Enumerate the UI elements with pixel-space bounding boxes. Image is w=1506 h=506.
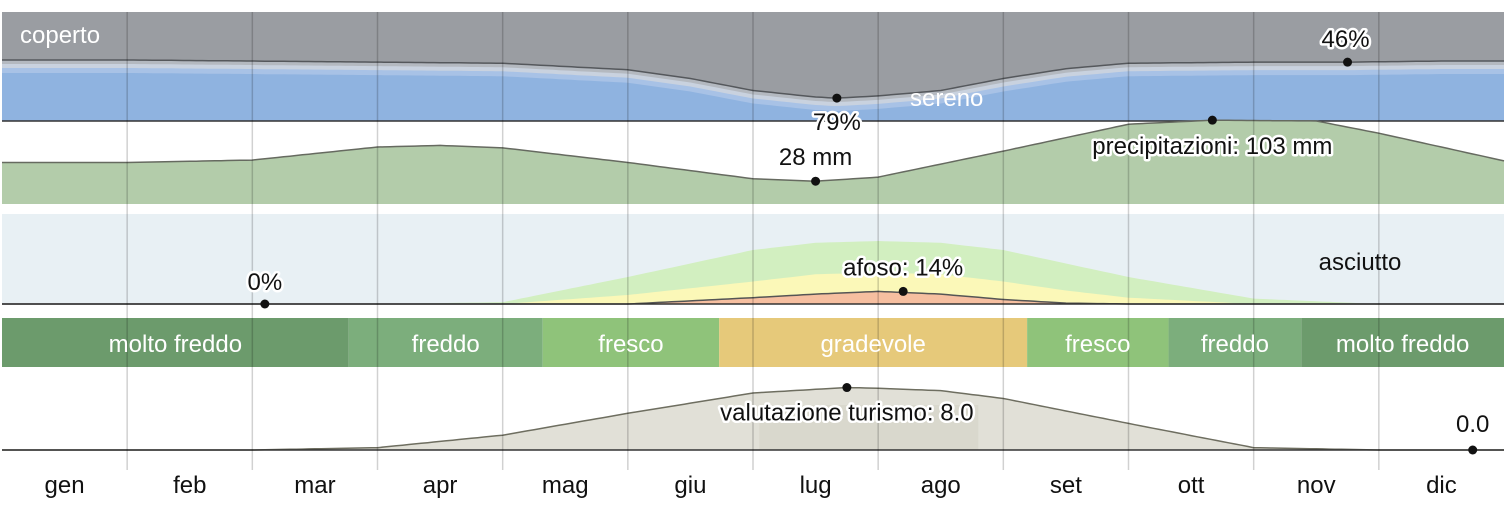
humid-humid-area	[2, 272, 1504, 304]
precip-area	[2, 120, 1504, 204]
tourism-point	[842, 383, 852, 393]
month-label: nov	[1297, 472, 1336, 499]
humid-comfortable-area	[2, 241, 1504, 304]
temp-band	[542, 318, 720, 367]
cloud-cover-panel	[2, 12, 1504, 122]
precip-point	[1207, 115, 1217, 125]
cloud-max-label: 79%	[813, 109, 861, 136]
tourism-score-panel	[2, 383, 1504, 455]
tourism-point	[1468, 445, 1478, 455]
month-gridlines	[126, 12, 1380, 470]
cloud-band	[2, 73, 1504, 121]
humid-max-label: afoso: 14%	[843, 254, 963, 281]
temp-band-label: freddo	[1201, 331, 1269, 358]
month-label: mag	[542, 472, 589, 499]
temp-band-label: fresco	[598, 331, 663, 358]
month-label: giu	[674, 472, 706, 499]
humid-min-label: 0%	[248, 269, 283, 296]
cloud-point	[832, 93, 842, 103]
precip-line	[2, 119, 1505, 182]
temp-band-label: freddo	[412, 331, 480, 358]
tourism-min-label: 0.0	[1456, 411, 1489, 438]
month-label: dic	[1426, 472, 1457, 499]
clear-label: sereno	[910, 85, 983, 112]
month-label: gen	[45, 472, 85, 499]
temperature-bands-panel	[2, 318, 1504, 367]
temp-band	[1301, 318, 1504, 367]
precip-max-label: precipitazioni: 103 mm	[1092, 133, 1332, 160]
month-label: mar	[294, 472, 335, 499]
temp-band-label: gradevole	[820, 331, 925, 358]
month-label: ott	[1178, 472, 1205, 499]
temp-band	[1027, 318, 1169, 367]
cloud-min-label: 46%	[1322, 26, 1370, 53]
overcast-label: coperto	[20, 22, 100, 49]
month-axis: gen feb mar apr mag giu lug ago set ott nov dic	[45, 472, 1457, 499]
temp-band	[348, 318, 543, 367]
temp-band	[719, 318, 1028, 367]
month-label: ago	[921, 472, 961, 499]
humid-point	[898, 286, 908, 296]
month-label: set	[1050, 472, 1082, 499]
temp-band	[1168, 318, 1302, 367]
humid-point	[260, 299, 270, 309]
precip-point	[811, 176, 821, 186]
temp-band-label: molto freddo	[109, 331, 242, 358]
precipitation-panel	[2, 115, 1505, 204]
precip-min-label: 28 mm	[779, 144, 852, 171]
temp-band	[2, 318, 349, 367]
month-label: lug	[800, 472, 832, 499]
tourism-max-label: valutazione turismo: 8.0	[720, 400, 973, 427]
month-label: apr	[423, 472, 458, 499]
tourism-area	[2, 387, 1504, 450]
cloud-line	[2, 59, 1504, 99]
temp-band-label: molto freddo	[1336, 331, 1469, 358]
humidity-panel	[2, 214, 1504, 309]
annotation-labels: coperto sereno 79% 46% 28 mm precipitazioni: …	[20, 22, 1492, 441]
dry-label: asciutto	[1319, 249, 1402, 276]
month-label: feb	[173, 472, 206, 499]
temp-band-label: fresco	[1065, 331, 1130, 358]
cloud-point	[1343, 57, 1353, 67]
